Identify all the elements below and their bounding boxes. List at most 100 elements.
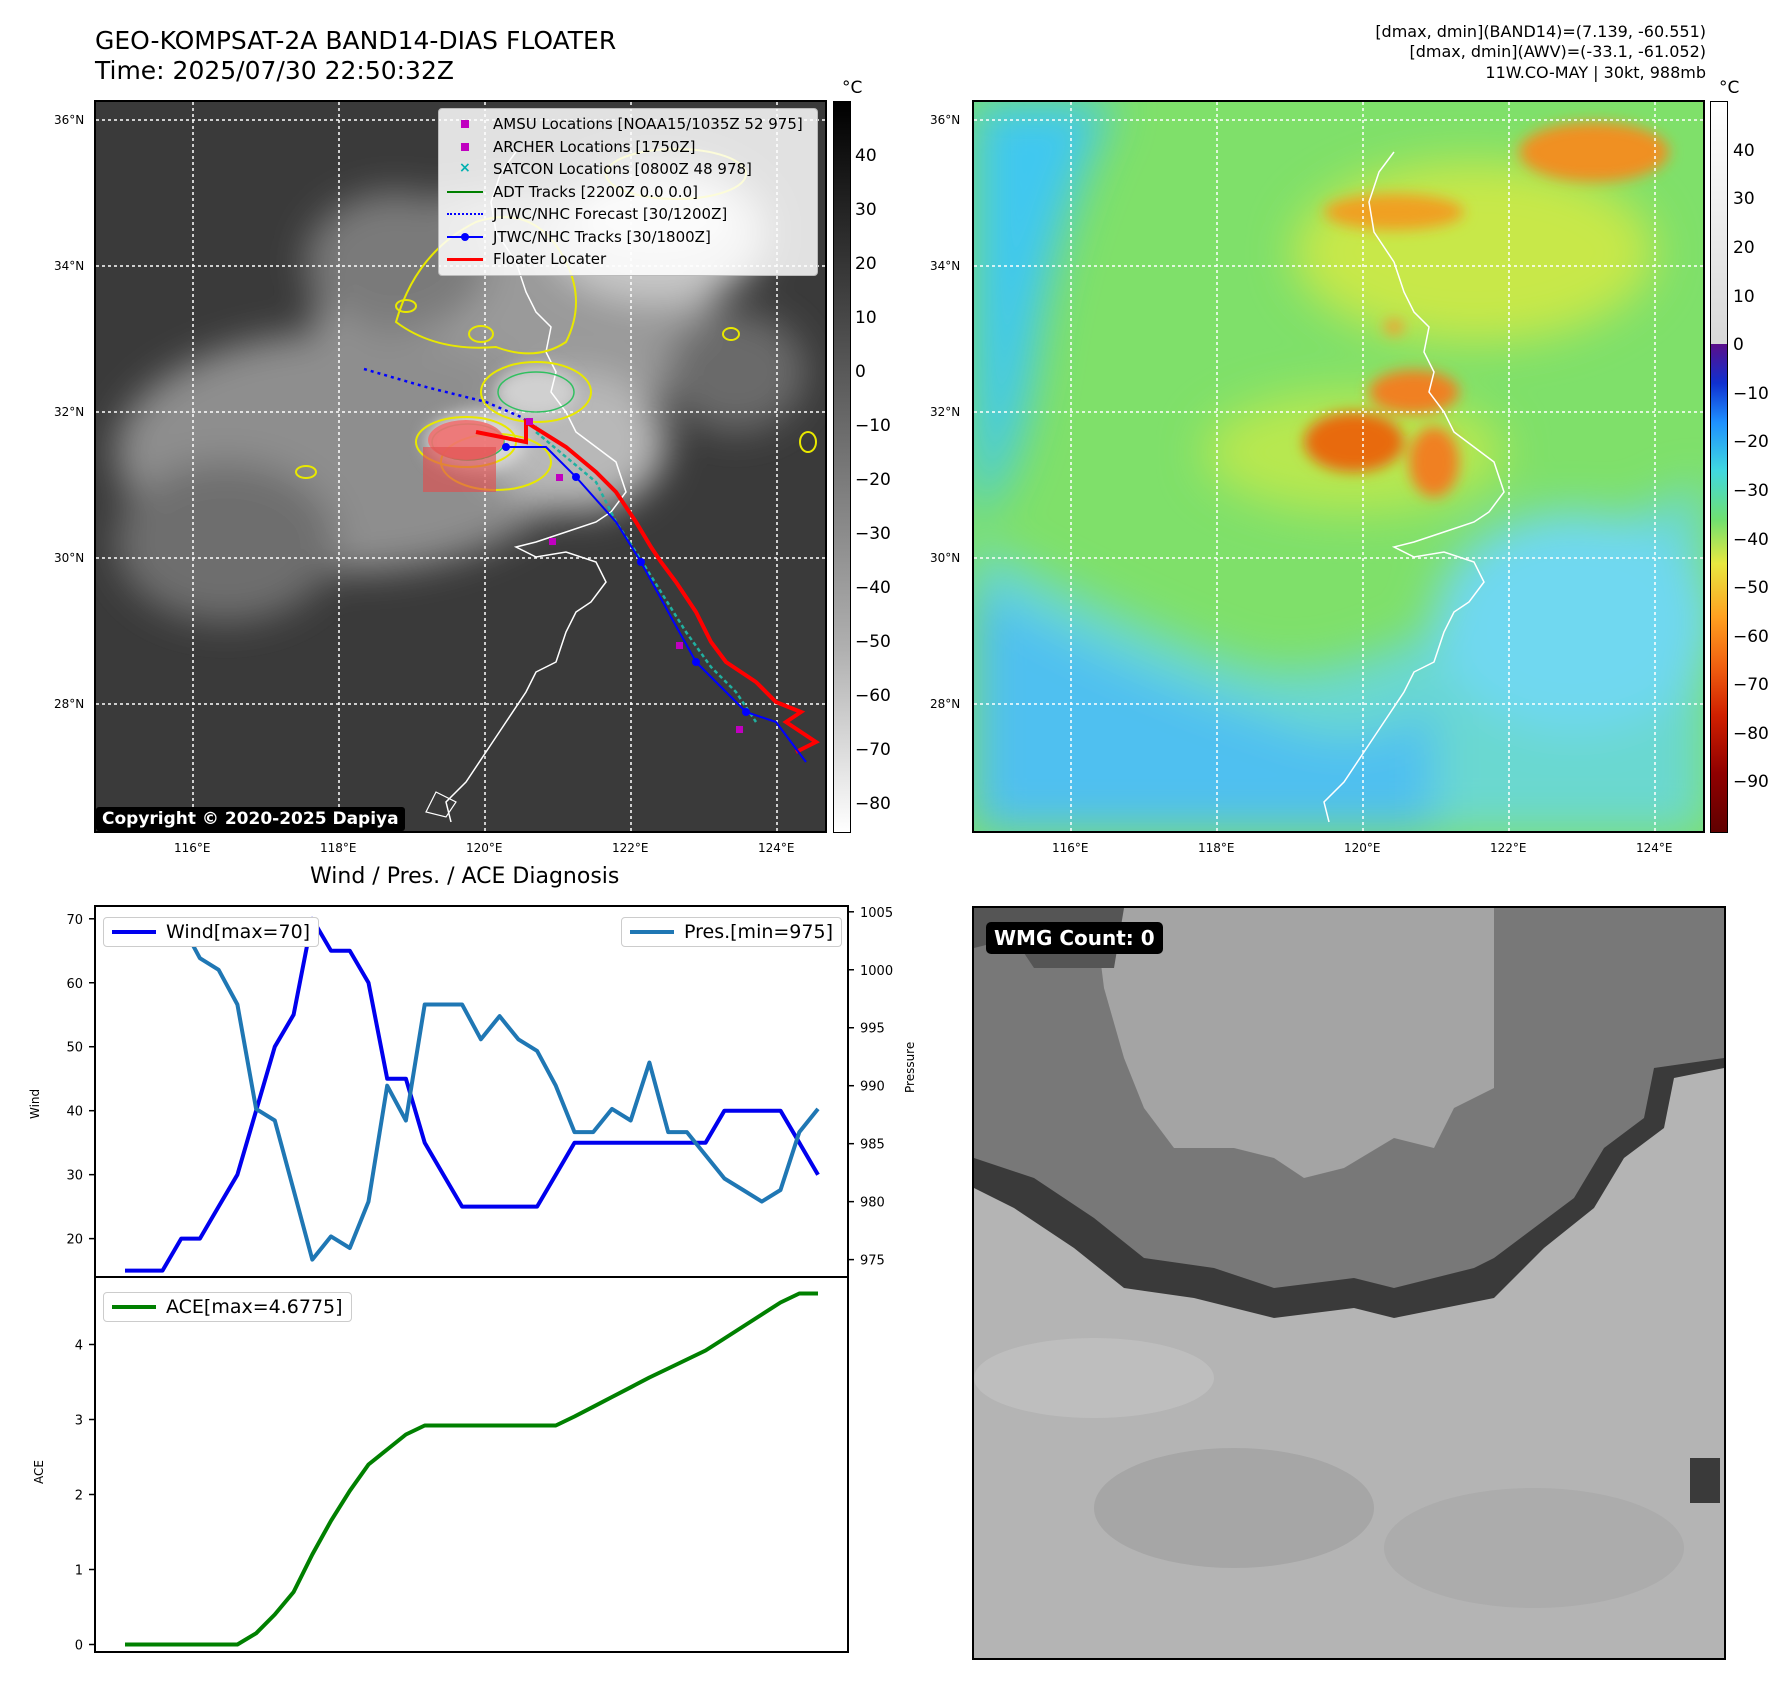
lon-label: 116°E: [1052, 841, 1089, 855]
info-awv-range: [dmax, dmin](AWV)=(-33.1, -61.052): [1409, 42, 1706, 61]
wv-colorbar-tick: 30: [1733, 189, 1755, 209]
legend-item-archer: ARCHER Locations [1750Z]: [445, 136, 809, 159]
pressure-tick-label: 975: [860, 1254, 885, 1269]
legend-label: SATCON Locations [0800Z 48 978]: [493, 160, 752, 178]
wv-colorbar-tick: −60: [1733, 627, 1769, 647]
figure-title: GEO-KOMPSAT-2A BAND14-DIAS FLOATER: [95, 26, 617, 55]
wind-pressure-axes: 20 30 40 50 60 70 975 980 985 990 995 1000 1005: [66, 905, 893, 1278]
wv-map-image: [974, 102, 1703, 831]
lat-label: 28°N: [930, 697, 961, 711]
ir-colorbar-tick: −70: [855, 740, 891, 760]
wv-colorbar-tick: −20: [1733, 432, 1769, 452]
ir-colorbar-tick: −60: [855, 686, 891, 706]
wv-colorbar-unit: °C: [1719, 78, 1740, 98]
wind-tick-label: 20: [66, 1233, 83, 1248]
info-storm-status: 11W.CO-MAY | 30kt, 988mb: [1485, 63, 1706, 82]
lon-label: 118°E: [320, 841, 357, 855]
ir-colorbar-tick: −80: [855, 794, 891, 814]
legend-label: ARCHER Locations [1750Z]: [493, 137, 696, 156]
legend-item-jtwc-forecast: JTWC/NHC Forecast [30/1200Z]: [445, 203, 809, 226]
ir-map-panel: AMSU Locations [NOAA15/1035Z 52 975] ARC…: [94, 100, 827, 833]
pressure-tick-label: 1005: [860, 906, 893, 921]
ir-colorbar-tick: −10: [855, 416, 891, 436]
lon-label: 116°E: [174, 841, 211, 855]
ir-colorbar-tick: −50: [855, 632, 891, 652]
pressure-tick-label: 990: [860, 1080, 885, 1095]
legend-item-satcon: × SATCON Locations [0800Z 48 978]: [445, 158, 809, 181]
wmg-count-badge: WMG Count: 0: [986, 922, 1163, 954]
diagnosis-title: Wind / Pres. / ACE Diagnosis: [310, 864, 620, 889]
lon-label: 120°E: [466, 841, 503, 855]
figure-timestamp: Time: 2025/07/30 22:50:32Z: [95, 56, 454, 85]
lon-label: 122°E: [1490, 841, 1527, 855]
info-band14-range: [dmax, dmin](BAND14)=(7.139, -60.551): [1375, 22, 1706, 41]
pressure-tick-label: 995: [860, 1022, 885, 1037]
ir-colorbar-tick: 40: [855, 146, 877, 166]
pressure-legend-label: Pres.[min=975]: [684, 921, 833, 943]
wv-colorbar-tick: −70: [1733, 675, 1769, 695]
lat-label: 36°N: [54, 113, 85, 127]
diagnosis-chart: 20 30 40 50 60 70 975 980 985 990 995 1000 1005 0 1 2 3…: [66, 905, 893, 1654]
lat-label: 36°N: [930, 113, 961, 127]
legend-item-jtwc-tracks: JTWC/NHC Tracks [30/1800Z]: [445, 226, 809, 249]
lat-label: 32°N: [54, 405, 85, 419]
line-swatch-icon: [112, 930, 156, 934]
wind-tick-label: 60: [66, 977, 83, 992]
line-marker-icon: [445, 183, 485, 201]
ir-colorbar-tick: 30: [855, 200, 877, 220]
pressure-axis-label: Pressure: [903, 1041, 917, 1093]
lat-label: 30°N: [930, 551, 961, 565]
wv-colorbar: [1710, 101, 1728, 833]
wind-tick-label: 40: [66, 1105, 83, 1120]
wv-colorbar-tick: 20: [1733, 238, 1755, 258]
ace-tick-label: 2: [75, 1489, 83, 1504]
square-marker-icon: [445, 138, 485, 156]
lon-label: 118°E: [1198, 841, 1235, 855]
line-dot-icon: [445, 228, 485, 246]
legend-label: JTWC/NHC Forecast [30/1200Z]: [493, 205, 728, 223]
ir-map-legend: AMSU Locations [NOAA15/1035Z 52 975] ARC…: [438, 108, 818, 276]
ir-colorbar-tick: 10: [855, 308, 877, 328]
wind-series-line: [125, 916, 820, 1273]
pressure-tick-label: 985: [860, 1138, 885, 1153]
ace-legend: ACE[max=4.6775]: [103, 1292, 352, 1322]
wind-legend-label: Wind[max=70]: [166, 921, 311, 943]
legend-label: ADT Tracks [2200Z 0.0 0.0]: [493, 182, 698, 201]
lat-label: 34°N: [930, 259, 961, 273]
wv-colorbar-tick: −80: [1733, 724, 1769, 744]
legend-item-amsu: AMSU Locations [NOAA15/1035Z 52 975]: [445, 113, 809, 136]
ace-axes-frame: [94, 1276, 849, 1653]
wind-tick-label: 50: [66, 1041, 83, 1056]
wv-colorbar-tick: −10: [1733, 384, 1769, 404]
wmg-image: [974, 908, 1724, 1658]
ir-colorbar-tick: 20: [855, 254, 877, 274]
wind-axis-label: Wind: [28, 1088, 42, 1119]
lon-label: 120°E: [1344, 841, 1381, 855]
wv-colorbar-tick: 40: [1733, 141, 1755, 161]
wind-legend: Wind[max=70]: [103, 917, 320, 947]
line-marker-icon: [445, 250, 485, 268]
lat-label: 32°N: [930, 405, 961, 419]
ace-tick-label: 3: [75, 1414, 83, 1429]
legend-label: AMSU Locations [NOAA15/1035Z 52 975]: [493, 115, 803, 133]
wv-colorbar-tick: 0: [1733, 335, 1744, 355]
lat-label: 30°N: [54, 551, 85, 565]
line-swatch-icon: [112, 1305, 156, 1309]
wv-colorbar-tick: −30: [1733, 481, 1769, 501]
legend-item-floater: Floater Locater: [445, 248, 809, 271]
wv-colorbar-tick: −50: [1733, 578, 1769, 598]
lon-label: 122°E: [612, 841, 649, 855]
ace-axes: 0 1 2 3 4: [75, 1276, 849, 1654]
ace-legend-label: ACE[max=4.6775]: [166, 1296, 343, 1318]
pressure-series-line: [125, 921, 820, 1262]
legend-label: JTWC/NHC Tracks [30/1800Z]: [493, 227, 711, 246]
copyright-badge: Copyright © 2020-2025 Dapiya: [96, 807, 405, 831]
ir-colorbar-tick: −40: [855, 578, 891, 598]
pressure-legend: Pres.[min=975]: [621, 917, 842, 947]
legend-label: Floater Locater: [493, 250, 607, 268]
wv-map-panel: [972, 100, 1705, 833]
wind-tick-label: 70: [66, 913, 83, 928]
dotted-line-icon: [445, 205, 485, 223]
ir-colorbar-tick: −30: [855, 524, 891, 544]
ir-colorbar: [833, 101, 851, 833]
